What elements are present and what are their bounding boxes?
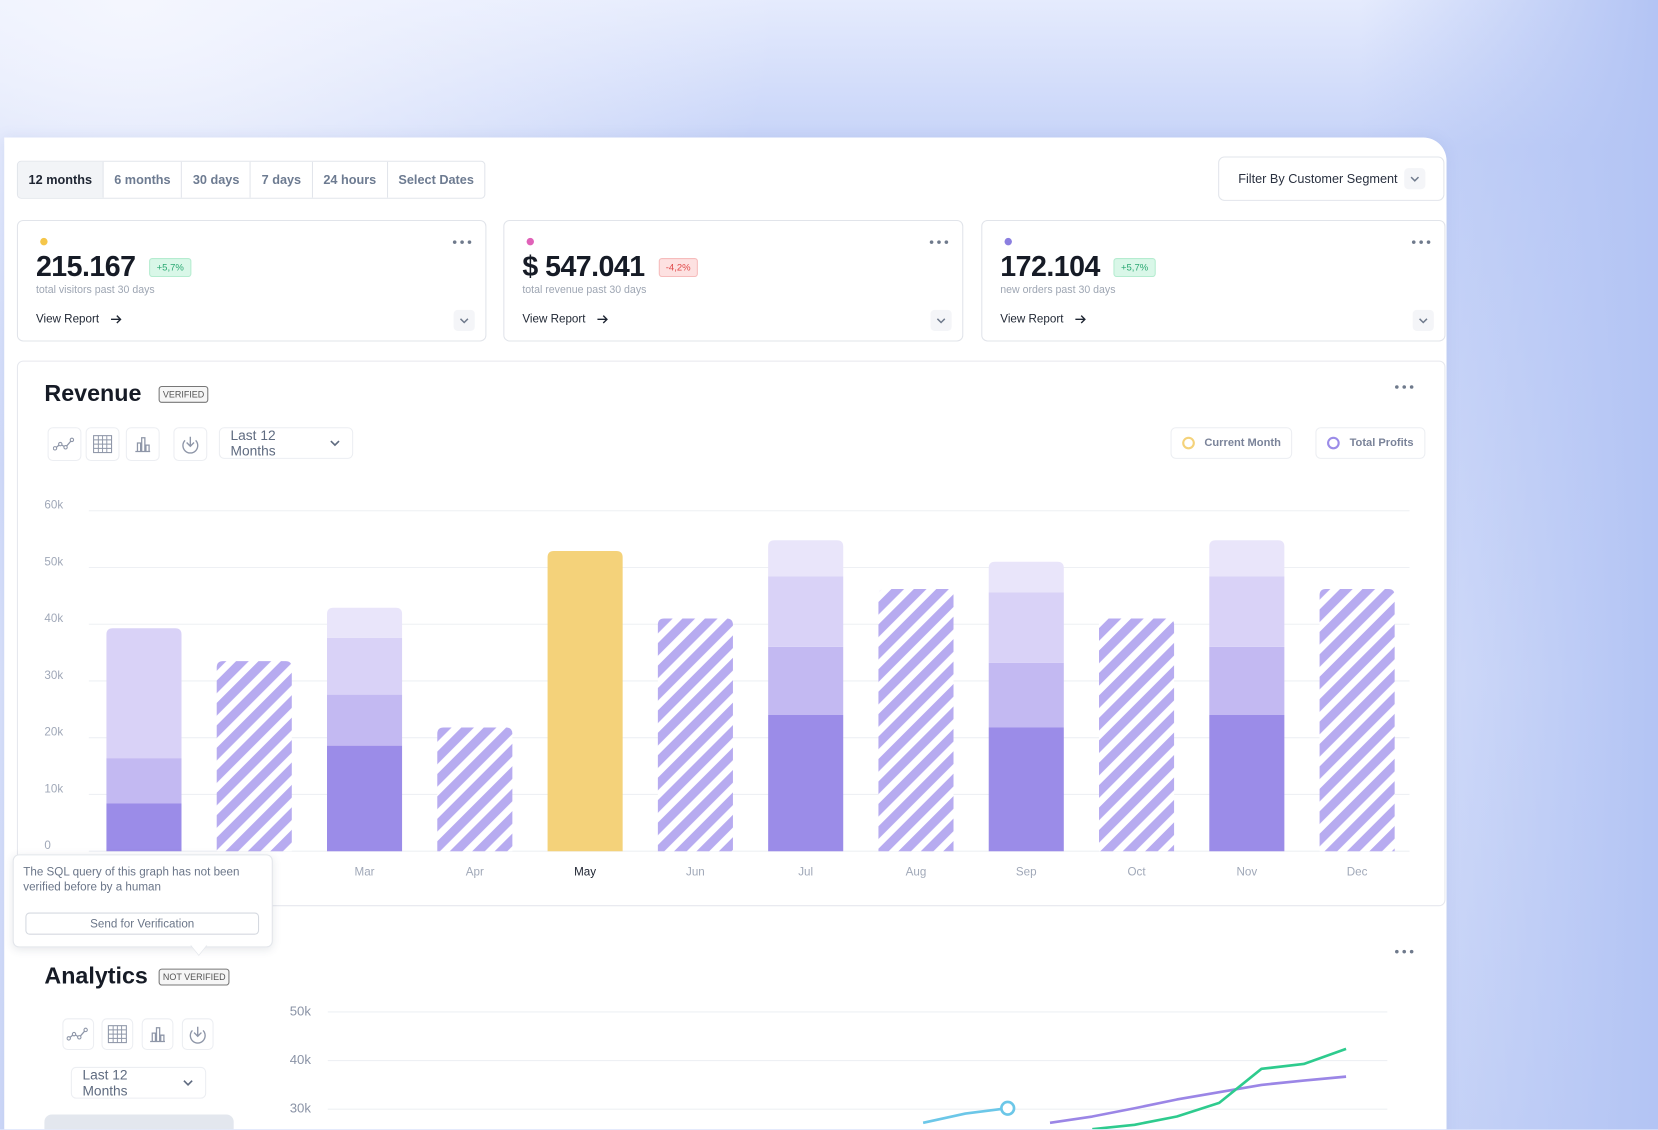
stat-value: $ 547.041 — [522, 250, 645, 283]
more-button[interactable] — [1411, 239, 1432, 245]
chevron[interactable] — [1412, 309, 1434, 331]
stat-card: 172.104 +5,7% new orders past 30 days Vie… — [981, 219, 1446, 342]
change-badge: -4,2% — [658, 258, 699, 278]
chevron[interactable] — [930, 309, 952, 331]
change-badge: +5,7% — [1113, 258, 1156, 278]
panel-title: Revenue — [44, 379, 142, 407]
tooltip-tail — [190, 944, 208, 955]
bar-view[interactable] — [141, 1018, 174, 1050]
stat-caption: total visitors past 30 days — [35, 284, 155, 297]
stat-caption: total revenue past 30 days — [522, 284, 647, 297]
link-text: View Report — [522, 312, 586, 326]
tab[interactable]: 7 days — [251, 161, 313, 198]
dot — [1004, 237, 1012, 246]
tab[interactable]: 24 hours — [313, 161, 388, 198]
filter-select[interactable]: Filter By Customer Segment — [1218, 156, 1445, 201]
dot — [40, 237, 48, 246]
arrow — [596, 314, 609, 325]
bar-view[interactable] — [125, 427, 160, 462]
more-button[interactable] — [1394, 384, 1415, 390]
link-text: View Report — [35, 312, 100, 326]
stat-value: 172.104 — [1000, 250, 1100, 283]
filter-label: Filter By Customer Segment — [1238, 171, 1398, 187]
verified-badge: NOT VERIFIED — [158, 968, 230, 986]
tab[interactable]: Select Dates — [398, 172, 474, 188]
change-badge: +5,7% — [149, 258, 192, 278]
view-report[interactable]: View Report — [36, 313, 122, 326]
chevron — [1404, 168, 1426, 190]
range-label: Last 12 Months — [230, 427, 276, 459]
time-tabs: 12 months 6 months 30 days 7 days 24 hou… — [16, 160, 486, 199]
verified-badge: VERIFIED — [158, 385, 209, 403]
stat-value: 215.167 — [35, 250, 136, 283]
tab[interactable]: 30 days — [182, 161, 252, 198]
line-view[interactable] — [47, 427, 82, 462]
more-button[interactable] — [928, 239, 949, 245]
stat-card: 215.167 +5,7% total visitors past 30 days… — [16, 219, 487, 342]
table-view[interactable] — [101, 1018, 134, 1050]
tab[interactable]: 6 months — [104, 161, 183, 198]
revenue-panel — [16, 360, 1446, 907]
table-view[interactable] — [85, 427, 120, 462]
legend-item[interactable]: Current Month — [1170, 427, 1293, 459]
arrow — [110, 314, 123, 325]
download[interactable] — [173, 427, 208, 462]
download[interactable] — [181, 1018, 214, 1050]
stat-card: $ 547.041 -4,2% total revenue past 30 day… — [503, 219, 964, 342]
placeholder-bar — [44, 1114, 234, 1130]
more-button[interactable] — [452, 239, 473, 245]
legend-label: Total Profits — [1349, 436, 1414, 450]
dot — [526, 237, 534, 246]
arrow — [1074, 314, 1087, 325]
range-label: Last 12 Months — [82, 1066, 128, 1099]
tooltip: The SQL query of this graph has not been… — [12, 854, 273, 948]
panel-title: Analytics — [44, 962, 148, 989]
legend-ring — [1327, 436, 1341, 450]
stat-caption: new orders past 30 days — [1000, 284, 1116, 297]
legend-item[interactable]: Total Profits — [1315, 427, 1426, 459]
chevron[interactable] — [453, 309, 475, 331]
legend: Current Month Total Profits — [1170, 427, 1426, 459]
line-view[interactable] — [62, 1018, 95, 1050]
link-text: View Report — [1000, 312, 1064, 326]
legend-label: Current Month — [1204, 436, 1281, 450]
more-button[interactable] — [1394, 948, 1415, 954]
tooltip-text: The SQL query of this graph has not been… — [23, 866, 240, 894]
range-dropdown[interactable]: Last 12 Months — [218, 427, 354, 459]
view-report[interactable]: View Report — [522, 313, 608, 326]
verify-button[interactable]: Send for Verification — [25, 912, 260, 935]
tab[interactable]: 12 months — [17, 161, 104, 198]
range-dropdown[interactable]: Last 12 Months — [70, 1066, 207, 1099]
view-report[interactable]: View Report — [1000, 313, 1086, 326]
legend-ring — [1182, 436, 1195, 450]
